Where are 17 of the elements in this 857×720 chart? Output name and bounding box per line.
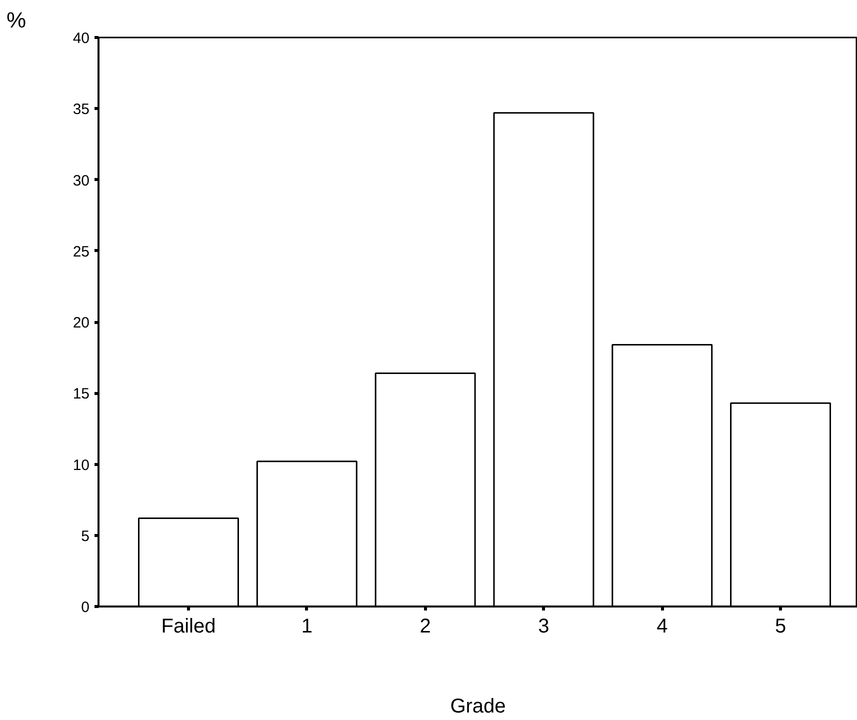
y-axis-title: % <box>6 8 26 32</box>
x-axis-title: Grade <box>450 696 506 718</box>
y-tick-label: 20 <box>72 314 90 332</box>
x-tick-label: Failed <box>161 616 216 638</box>
y-tick-label: 40 <box>72 30 90 47</box>
y-tick-label: 30 <box>72 172 90 190</box>
y-tick-label: 35 <box>72 101 90 118</box>
x-tick-label: 5 <box>774 616 786 638</box>
x-tick-label: 4 <box>656 616 668 638</box>
x-tick-label: 2 <box>420 616 431 638</box>
y-tick-label: 10 <box>72 456 90 474</box>
y-tick-label: 15 <box>72 386 90 403</box>
y-tick-label: 25 <box>72 243 90 260</box>
x-tick-label: 3 <box>538 616 550 638</box>
y-tick-label: 5 <box>81 528 90 545</box>
y-tick-label: 0 <box>81 599 90 616</box>
x-tick-label: 1 <box>301 616 312 638</box>
